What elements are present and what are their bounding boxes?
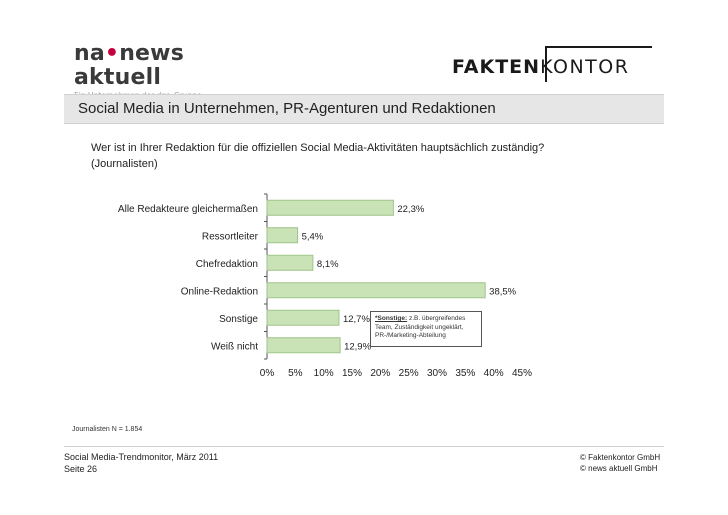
data-label: 12,9%: [344, 341, 371, 352]
sample-size-note: Journalisten N = 1.854: [72, 426, 143, 433]
annotation-text1: z.B. übergreifendes: [407, 315, 466, 322]
bar: [266, 227, 299, 244]
footer-page: Seite 26: [64, 464, 98, 474]
x-tick-label: 10%: [314, 368, 334, 379]
x-tick-label: 35%: [455, 368, 475, 379]
footer-divider: [64, 446, 664, 447]
question-line2: (Journalisten): [91, 158, 158, 170]
question-line1: Wer ist in Ihrer Redaktion für die offiz…: [91, 142, 545, 154]
bar: [266, 282, 486, 299]
x-tick-label: 0%: [260, 368, 275, 379]
title-bar: Social Media in Unternehmen, PR-Agenture…: [64, 94, 664, 124]
x-tick-label: 45%: [512, 368, 532, 379]
x-tick-label: 15%: [342, 368, 362, 379]
category-label: Alle Redakteure gleichermaßen: [118, 204, 258, 215]
annotation-label: *Sonstige:: [375, 315, 408, 322]
logo-right-thin: KONTOR: [540, 56, 630, 78]
data-label: 12,7%: [343, 314, 370, 325]
x-tick-label: 25%: [399, 368, 419, 379]
category-label: Sonstige: [219, 314, 258, 325]
category-label: Online-Redaktion: [181, 286, 258, 297]
annotation-text2: Team, Zuständigkeit ungeklärt,: [375, 323, 464, 331]
category-label: Chefredaktion: [196, 259, 258, 270]
x-tick-label: 5%: [288, 368, 303, 379]
x-tick-label: 20%: [370, 368, 390, 379]
bar: [266, 254, 314, 271]
footer-right: © Faktenkontor GmbH © news aktuell GmbH: [580, 452, 660, 474]
data-label: 38,5%: [489, 286, 516, 297]
category-label: Ressortleiter: [202, 231, 259, 242]
bar: [266, 199, 394, 216]
logo-left-part2: news aktuell: [74, 41, 184, 90]
x-tick-label: 30%: [427, 368, 447, 379]
logo-left-part1: na: [74, 41, 105, 66]
x-tick-label: 40%: [484, 368, 504, 379]
logo-left-dot: •: [104, 41, 120, 66]
annotation-text3: PR-/Marketing-Abteilung: [375, 332, 446, 339]
data-label: 5,4%: [302, 231, 324, 242]
logo-right-bold: FAKTEN: [452, 56, 541, 78]
bar: [266, 309, 340, 326]
data-label: 8,1%: [317, 259, 339, 270]
data-label: 22,3%: [397, 204, 424, 215]
page-title: Social Media in Unternehmen, PR-Agenture…: [78, 100, 496, 117]
footer-left: Social Media-Trendmonitor, März 2011 Sei…: [64, 451, 218, 475]
category-label: Weiß nicht: [211, 341, 258, 352]
faktenkontor-logo: FAKTENKONTOR: [452, 44, 652, 84]
annotation-box: *Sonstige: z.B. übergreifendes Team, Zus…: [370, 311, 482, 347]
logo-frame: [545, 46, 652, 82]
bar: [266, 337, 341, 354]
footer-copyright-1: © Faktenkontor GmbH: [580, 453, 661, 462]
footer-copyright-2: © news aktuell GmbH: [580, 464, 658, 473]
survey-question: Wer ist in Ihrer Redaktion für die offiz…: [91, 140, 544, 172]
footer-source: Social Media-Trendmonitor, März 2011: [64, 452, 219, 462]
